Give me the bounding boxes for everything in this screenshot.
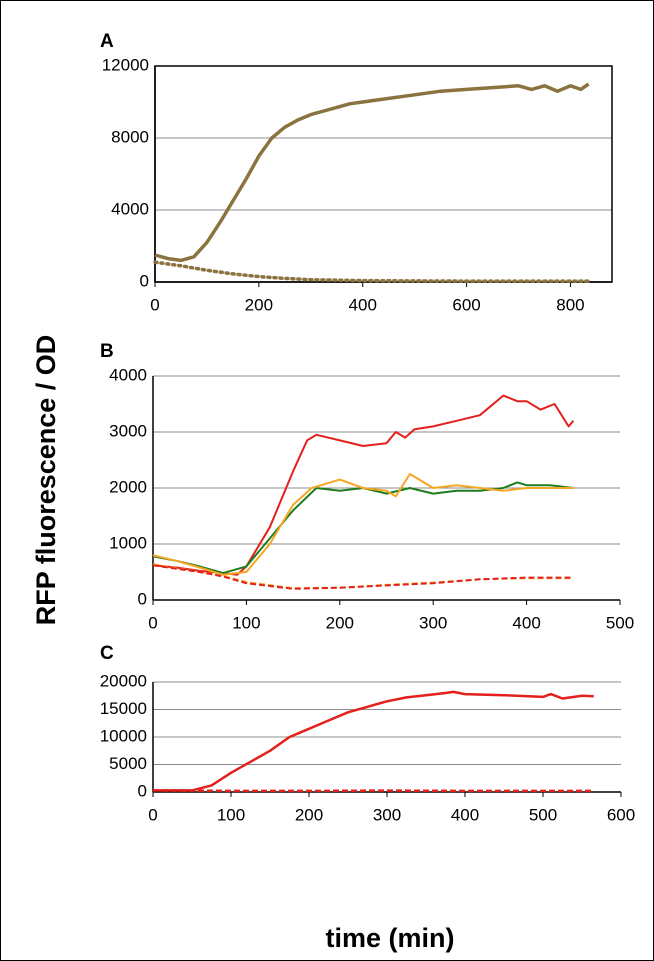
data-line — [152, 789, 594, 793]
y-tick-label: 0 — [138, 589, 147, 608]
y-tick-label: 10000 — [100, 726, 147, 745]
x-tick-label: 600 — [452, 295, 480, 314]
panel-label: B — [100, 341, 114, 362]
data-line — [152, 473, 574, 576]
y-tick-label: 8000 — [111, 127, 149, 146]
data-line — [152, 563, 574, 590]
x-tick-label: 100 — [217, 805, 245, 824]
x-tick-label: 300 — [419, 613, 447, 632]
x-tick-label: 600 — [607, 805, 635, 824]
data-line — [152, 564, 574, 590]
y-tick-label: 1000 — [109, 533, 147, 552]
x-tick-label: 500 — [529, 805, 557, 824]
y-tick-label: 12000 — [102, 55, 149, 74]
panel-label: A — [100, 31, 114, 52]
x-tick-label: 200 — [326, 613, 354, 632]
y-tick-label: 2000 — [109, 477, 147, 496]
y-tick-label: 3000 — [109, 421, 147, 440]
y-tick-label: 20000 — [100, 671, 147, 690]
data-line — [152, 481, 574, 575]
x-tick-label: 500 — [606, 613, 634, 632]
x-tick-label: 0 — [150, 295, 159, 314]
x-tick-label: 400 — [512, 613, 540, 632]
x-tick-label: 400 — [349, 295, 377, 314]
panel-label: C — [100, 643, 114, 664]
x-tick-label: 400 — [451, 805, 479, 824]
x-tick-label: 0 — [148, 805, 157, 824]
y-tick-label: 15000 — [100, 699, 147, 718]
x-tick-label: 200 — [245, 295, 273, 314]
y-tick-label: 4000 — [111, 199, 149, 218]
y-tick-label: 5000 — [109, 754, 147, 773]
data-line — [153, 690, 594, 792]
y-tick-label: 0 — [140, 271, 149, 290]
y-tick-label: 0 — [138, 781, 147, 800]
data-line — [154, 82, 590, 263]
x-tick-label: 100 — [232, 613, 260, 632]
x-tick-label: 800 — [556, 295, 584, 314]
y-tick-label: 4000 — [109, 365, 147, 384]
data-line — [153, 260, 591, 283]
x-tick-label: 0 — [148, 613, 157, 632]
x-tick-label: 300 — [373, 805, 401, 824]
x-axis-label: time (min) — [325, 923, 454, 953]
x-tick-label: 200 — [295, 805, 323, 824]
y-axis-label: RFP fluorescence / OD — [31, 335, 61, 626]
